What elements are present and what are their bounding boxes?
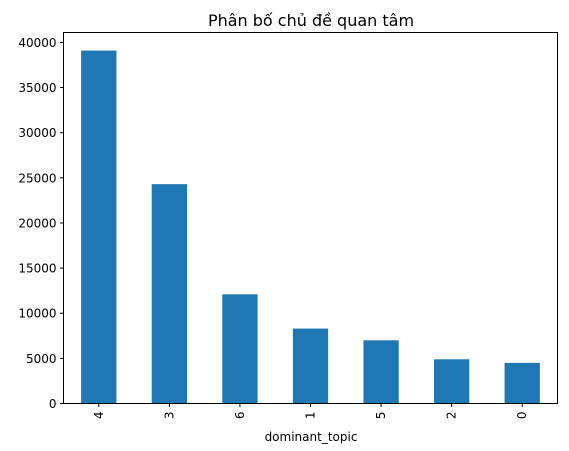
- x-tick-label: 4: [92, 412, 106, 420]
- y-tick-label: 30000: [18, 126, 56, 140]
- bars-group: [81, 50, 540, 404]
- bar-3: [151, 184, 187, 404]
- chart-title: Phân bố chủ đề quan tâm: [208, 11, 414, 30]
- y-tick-label: 5000: [26, 352, 57, 366]
- x-tick-label: 0: [515, 412, 529, 420]
- x-tick-label: 6: [233, 412, 247, 420]
- y-tick-label: 10000: [18, 307, 56, 321]
- y-tick-label: 35000: [18, 81, 56, 95]
- x-tick-label: 2: [445, 412, 459, 420]
- y-tick-label: 25000: [18, 171, 56, 185]
- x-axis-label: dominant_topic: [265, 430, 358, 444]
- y-axis: 0 5000 10000 15000 20000 25000 30000 35000 40000: [18, 36, 64, 411]
- y-tick-label: 0: [49, 397, 57, 411]
- bar-4: [81, 50, 117, 404]
- y-tick-label: 15000: [18, 262, 56, 276]
- bar-0: [504, 362, 540, 404]
- bar-2: [434, 359, 470, 404]
- x-tick-label: 5: [374, 412, 388, 420]
- y-tick-label: 20000: [18, 216, 56, 230]
- bar-5: [363, 340, 399, 404]
- y-tick-label: 40000: [18, 36, 56, 50]
- x-tick-label: 3: [162, 412, 176, 420]
- bar-1: [292, 328, 329, 404]
- x-tick-label: 1: [304, 412, 318, 420]
- plot-frame: [63, 32, 558, 404]
- bar-6: [222, 294, 258, 404]
- x-axis: 4 3 6 1 5 2 0: [92, 403, 529, 420]
